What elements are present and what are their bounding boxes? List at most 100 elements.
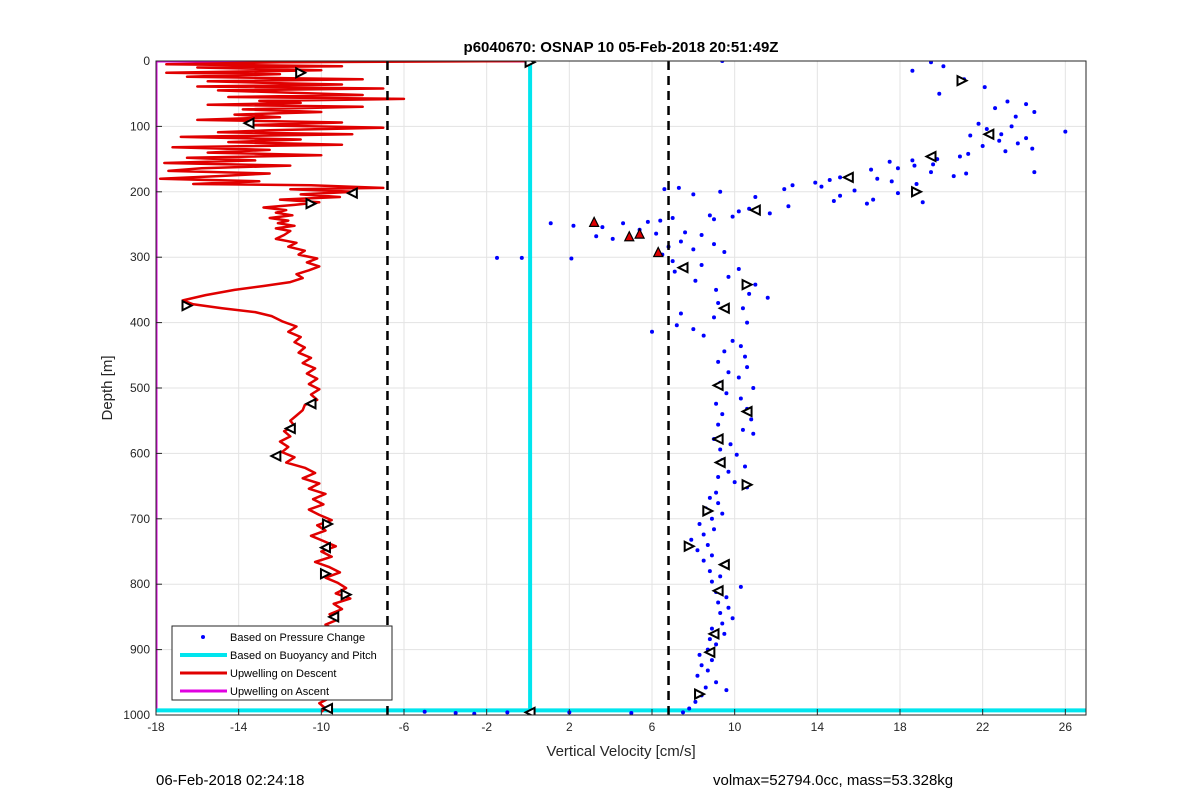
- legend-label: Based on Buoyancy and Pitch: [230, 650, 377, 662]
- open-triangle-marker: [711, 584, 724, 597]
- pressure-change-point: [693, 699, 698, 704]
- legend-label: Based on Pressure Change: [230, 632, 365, 644]
- pressure-change-point: [697, 522, 702, 527]
- pressure-change-point: [714, 287, 719, 292]
- pressure-change-point: [650, 329, 654, 334]
- pressure-change-point: [736, 375, 741, 380]
- pressure-change-point: [695, 673, 700, 678]
- pressure-change-point: [718, 610, 723, 615]
- x-tick-label: 14: [811, 720, 825, 734]
- filled-triangle-marker: [634, 227, 646, 239]
- pressure-change-point: [730, 616, 735, 621]
- open-triangle-marker: [740, 405, 753, 418]
- pressure-change-point: [749, 417, 754, 422]
- pressure-change-point: [709, 626, 714, 631]
- pressure-change-point: [716, 300, 721, 305]
- pressure-change-point: [1015, 141, 1020, 146]
- pressure-change-point: [697, 652, 702, 657]
- open-triangle-marker: [319, 567, 333, 580]
- pressure-change-point: [1009, 124, 1014, 129]
- pressure-change-point: [705, 668, 710, 673]
- pressure-change-point: [745, 365, 750, 370]
- open-triangle-marker: [841, 171, 854, 184]
- pressure-change-point: [738, 396, 743, 401]
- open-triangle-marker: [269, 449, 282, 463]
- pressure-change-point: [600, 225, 605, 230]
- pressure-change-point: [786, 204, 791, 209]
- pressure-change-point: [718, 447, 723, 452]
- open-triangle-marker: [295, 66, 308, 79]
- pressure-change-point: [767, 211, 772, 216]
- open-triangle-marker: [676, 261, 689, 274]
- pressure-change-point: [827, 178, 832, 183]
- pressure-change-point: [724, 391, 729, 396]
- open-triangle-marker: [741, 478, 754, 491]
- x-tick-label: -18: [147, 720, 165, 734]
- x-tick-label: 18: [893, 720, 907, 734]
- open-triangle-marker: [242, 117, 255, 130]
- pressure-change-point: [1063, 129, 1068, 134]
- x-tick-label: -6: [399, 720, 410, 734]
- legend: Based on Pressure Change Based on Buoyanc…: [171, 625, 393, 701]
- pressure-change-point: [999, 132, 1004, 137]
- pressure-change-point: [1005, 99, 1010, 104]
- y-tick-label: 800: [130, 577, 150, 591]
- pressure-change-point: [594, 234, 599, 239]
- pressure-change-point: [964, 171, 969, 176]
- pressure-change-point: [701, 333, 706, 338]
- pressure-change-point: [718, 574, 723, 579]
- vertical-velocity-chart: -18 -14 -10 -6 -2 2 6 10 14 18 22 26010020030040050…: [99, 39, 1087, 760]
- pressure-change-point: [976, 121, 981, 126]
- pressure-change-point: [716, 474, 721, 479]
- pressure-change-point: [875, 176, 880, 181]
- open-triangle-marker: [711, 432, 724, 446]
- pressure-change-point: [714, 680, 719, 685]
- y-tick-label: 1000: [123, 708, 150, 722]
- pressure-change-point: [718, 189, 723, 194]
- pressure-change-point: [714, 401, 719, 406]
- pressure-change-point: [691, 192, 696, 197]
- pressure-change-point: [730, 338, 735, 343]
- grid-lines: [155, 60, 1086, 716]
- pressure-change-point: [683, 230, 688, 235]
- legend-label: Upwelling on Descent: [230, 668, 336, 680]
- pressure-change-point: [1032, 110, 1037, 115]
- pressure-change-point: [654, 231, 659, 236]
- pressure-change-point: [709, 658, 714, 663]
- pressure-change-point: [714, 490, 719, 495]
- pressure-change-point: [869, 167, 874, 172]
- pressure-change-point: [838, 175, 843, 180]
- pressure-change-point: [712, 315, 716, 320]
- pressure-change-point: [819, 184, 824, 189]
- pressure-change-point: [937, 91, 942, 96]
- pressure-change-point: [993, 106, 998, 111]
- open-triangle-marker: [340, 588, 353, 601]
- pressure-change-point: [745, 320, 750, 325]
- open-triangle-marker: [982, 128, 995, 141]
- pressure-change-point: [740, 306, 745, 311]
- x-tick-label: -2: [481, 720, 492, 734]
- pressure-change-point: [722, 349, 727, 354]
- pressure-change-point: [1032, 170, 1037, 175]
- open-triangle-marker: [322, 517, 335, 531]
- footer-timestamp: 06-Feb-2018 02:24:18: [156, 772, 305, 789]
- filled-triangle-marker: [588, 216, 600, 227]
- pressure-change-point: [984, 127, 989, 132]
- pressure-change-point: [505, 710, 510, 715]
- x-tick-label: 6: [649, 720, 656, 734]
- filled-triangle-marker: [652, 246, 664, 258]
- pressure-change-point: [422, 709, 427, 714]
- pressure-change-point: [728, 442, 733, 447]
- pressure-change-point: [724, 595, 729, 600]
- pressure-change-point: [730, 214, 735, 219]
- x-tick-label: 26: [1059, 720, 1073, 734]
- pressure-change-point: [1013, 114, 1018, 119]
- pressure-change-point: [722, 631, 727, 636]
- pressure-change-point: [658, 218, 663, 223]
- pressure-change-point: [895, 191, 900, 196]
- x-axis-label: Vertical Velocity [cm/s]: [546, 743, 695, 760]
- y-axis-label: Depth [m]: [99, 355, 116, 420]
- pressure-change-point: [709, 579, 714, 584]
- pressure-change-point: [670, 259, 675, 264]
- pressure-change-point: [734, 452, 739, 457]
